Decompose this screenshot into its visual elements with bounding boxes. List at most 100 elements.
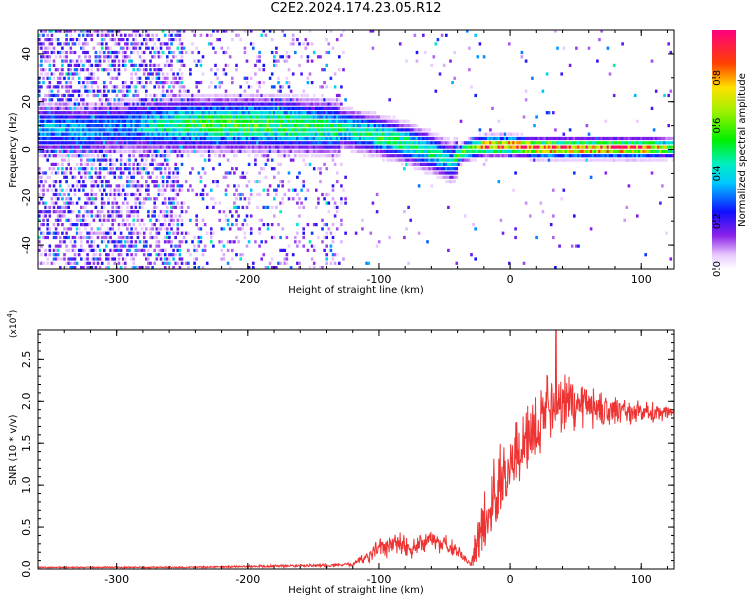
spectrogram-cell — [147, 253, 150, 257]
spectrogram-cell — [128, 98, 131, 102]
spectrogram-cell — [222, 253, 226, 257]
spectrogram-cell — [107, 171, 110, 175]
spectrogram-cell — [266, 119, 270, 123]
spectrogram-cell — [153, 63, 156, 67]
spectrogram-cell — [195, 248, 198, 252]
spectrogram-cell — [434, 154, 438, 158]
spectrogram-cell — [287, 119, 291, 123]
spectrogram-cell — [111, 192, 114, 197]
spectrogram-cell — [331, 154, 335, 158]
spectrogram-cell — [140, 227, 144, 231]
spectrogram-cell — [396, 149, 400, 153]
spectrogram-cell — [71, 244, 75, 248]
spectrogram-cell — [180, 46, 184, 50]
spectrogram-cell — [187, 149, 190, 153]
spectrogram-cell — [69, 261, 73, 265]
spectrogram-cell — [44, 136, 47, 141]
spectrogram-cell — [424, 128, 427, 132]
spectrogram-cell — [241, 145, 245, 149]
spectrogram-cell — [247, 111, 251, 115]
spectrogram-cell — [40, 46, 43, 50]
spectrogram-cell — [84, 145, 87, 149]
spectrogram-cell — [256, 136, 259, 141]
spectrogram-cell — [107, 180, 110, 184]
spectrogram-cell — [77, 33, 81, 37]
spectrogram-cell — [281, 98, 284, 102]
spectrogram-cell — [38, 119, 41, 123]
spectrogram-cell — [419, 132, 423, 136]
spectrogram-cell — [226, 136, 230, 141]
spectrogram-cell — [216, 115, 219, 119]
spectrogram-cell — [88, 197, 91, 201]
spectrogram-cell — [409, 154, 412, 158]
spectrogram-cell — [46, 50, 49, 55]
spectrogram-cell — [346, 141, 349, 145]
spectrogram-cell — [440, 154, 444, 158]
spectrogram-cell — [325, 192, 328, 197]
spectrogram-cell — [207, 124, 211, 128]
spectrogram-cell — [176, 141, 180, 145]
spectrogram-cell — [46, 205, 49, 209]
spectrogram-cell — [80, 98, 83, 102]
spectrogram-cell — [98, 115, 102, 119]
spectrogram-cell — [155, 72, 159, 76]
spectrogram-cell — [157, 81, 161, 85]
spectrogram-cell — [197, 59, 201, 63]
spectrogram-cell — [128, 128, 131, 132]
spectrogram-cell — [52, 111, 56, 115]
spectrogram-cell — [315, 149, 318, 153]
spectrogram-cell — [239, 85, 242, 89]
spectrogram-cell — [325, 231, 328, 235]
spectrogram-cell — [145, 85, 148, 89]
spectrogram-cell — [514, 154, 517, 158]
spectrogram-cell — [346, 145, 349, 149]
spectrogram-cell — [312, 248, 316, 252]
spectrogram-cell — [321, 141, 324, 145]
spectrogram-cell — [281, 141, 284, 145]
spectrogram-cell — [119, 132, 123, 136]
spectrogram-cell — [67, 227, 70, 231]
spectrogram-cell — [151, 111, 154, 115]
spectrogram-cell — [335, 38, 339, 42]
spectrogram-cell — [373, 145, 377, 149]
spectrogram-cell — [121, 201, 125, 205]
spectrogram-cell — [157, 102, 161, 106]
spectrogram-cell — [291, 98, 295, 102]
spectrogram-cell — [109, 257, 112, 261]
spectrogram-cell — [149, 72, 152, 76]
spectrogram-cell — [159, 136, 163, 141]
spectrogram-cell — [401, 124, 404, 128]
spectrogram-cell — [359, 141, 362, 145]
spectrogram-cell — [218, 38, 221, 42]
spectrogram-cell — [67, 93, 70, 98]
spectrogram-cell — [176, 145, 180, 149]
spectrogram-cell — [442, 145, 446, 149]
spectrogram-cell — [40, 149, 43, 153]
spectrogram-cell — [105, 124, 108, 128]
spectrogram-cell — [52, 184, 56, 188]
spectrogram-cell — [145, 240, 148, 244]
spectrogram-cell — [430, 63, 433, 67]
spectrogram-cell — [90, 128, 94, 132]
spectrogram-cell — [365, 149, 368, 153]
spectrogram-cell — [168, 38, 171, 42]
spectrogram-cell — [52, 106, 56, 110]
spectrogram-cell — [166, 141, 169, 145]
spectrogram-cell — [289, 102, 293, 106]
spectrogram-cell — [409, 128, 412, 132]
spectrogram-cell — [140, 59, 144, 63]
spectrogram-cell — [294, 141, 297, 145]
spectrogram-cell — [291, 253, 295, 257]
spectrogram-cell — [411, 162, 415, 166]
spectrogram-cell — [98, 227, 102, 231]
spectrogram-cell — [153, 141, 156, 145]
spectrogram-cell — [201, 119, 205, 123]
spectrogram-cell — [63, 128, 66, 132]
spectrogram-cell — [241, 205, 245, 209]
spectrogram-cell — [88, 201, 91, 205]
spectrogram-cell — [338, 115, 341, 119]
spectrogram-cell — [147, 197, 150, 201]
spectrogram-cell — [88, 106, 91, 110]
spectrogram-cell — [291, 119, 295, 123]
